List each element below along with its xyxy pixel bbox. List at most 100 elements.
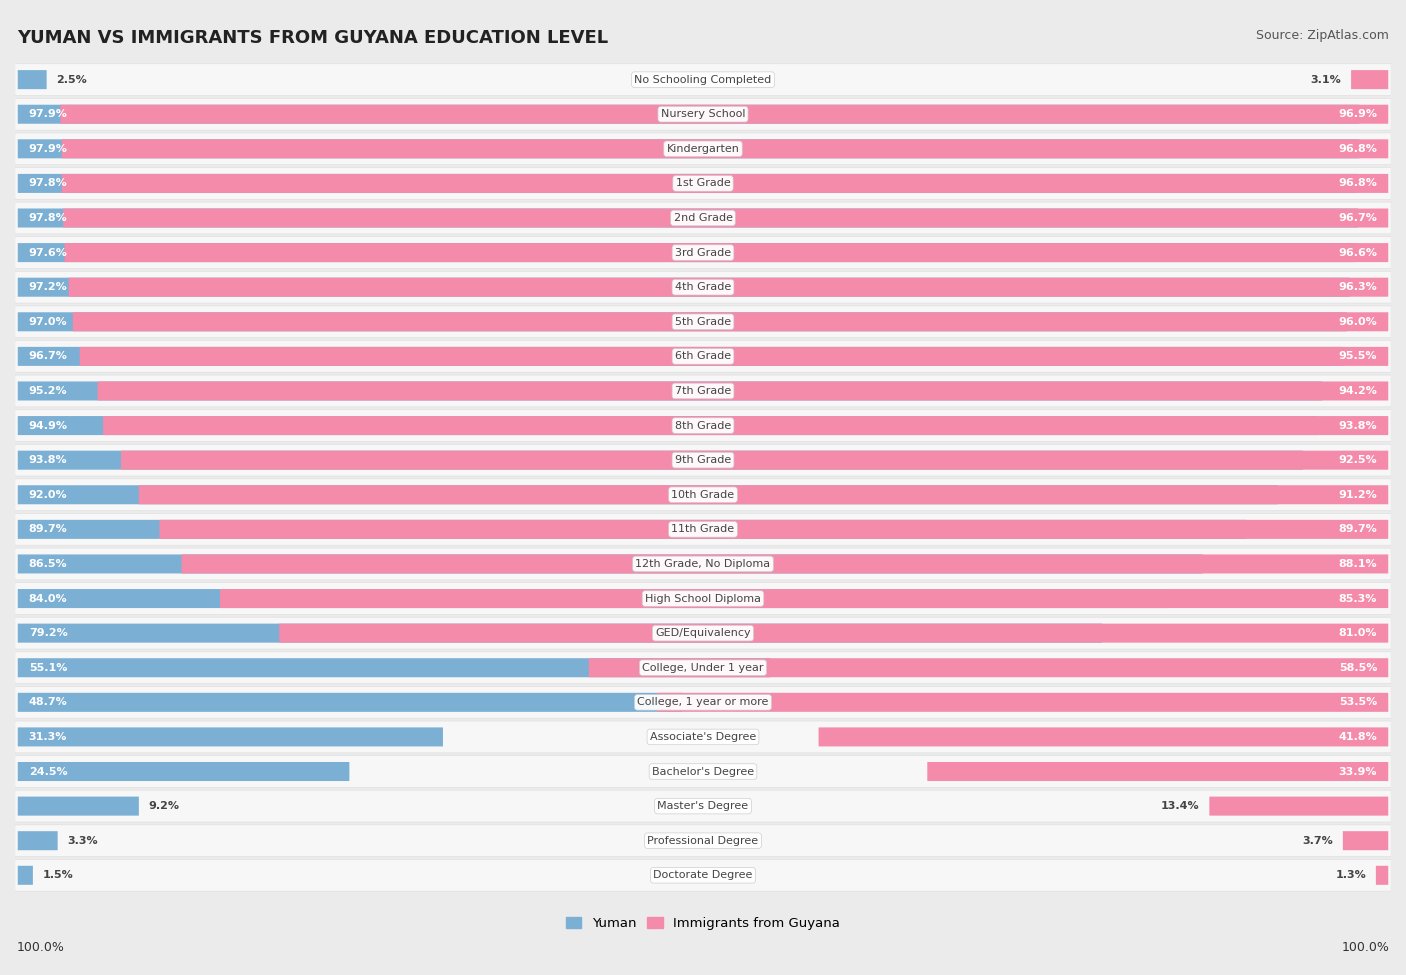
Text: 96.3%: 96.3% [1339,282,1378,292]
Text: 94.9%: 94.9% [28,420,67,431]
FancyBboxPatch shape [15,306,1391,337]
Text: 96.7%: 96.7% [1339,213,1378,223]
FancyBboxPatch shape [15,168,1391,199]
Text: 9.2%: 9.2% [149,801,180,811]
Text: 97.2%: 97.2% [28,282,67,292]
FancyBboxPatch shape [658,693,1388,712]
FancyBboxPatch shape [62,174,1388,193]
Text: 3.7%: 3.7% [1302,836,1333,845]
Text: 92.0%: 92.0% [28,489,67,500]
Text: Master's Degree: Master's Degree [658,801,748,811]
Text: 3.1%: 3.1% [1310,75,1341,85]
Text: 96.8%: 96.8% [1339,178,1378,188]
FancyBboxPatch shape [18,727,443,747]
FancyBboxPatch shape [18,209,1358,227]
FancyBboxPatch shape [15,340,1391,372]
FancyBboxPatch shape [18,589,1168,608]
Text: 96.7%: 96.7% [28,351,67,362]
FancyBboxPatch shape [18,762,349,781]
Text: 96.6%: 96.6% [1339,248,1378,257]
Text: 12th Grade, No Diploma: 12th Grade, No Diploma [636,559,770,569]
FancyBboxPatch shape [18,104,1360,124]
FancyBboxPatch shape [97,381,1388,401]
FancyBboxPatch shape [1376,866,1388,885]
Text: 96.8%: 96.8% [1339,144,1378,154]
FancyBboxPatch shape [1343,832,1388,850]
FancyBboxPatch shape [15,514,1391,545]
Text: Bachelor's Degree: Bachelor's Degree [652,766,754,776]
Text: 55.1%: 55.1% [28,663,67,673]
FancyBboxPatch shape [15,202,1391,234]
FancyBboxPatch shape [15,859,1391,891]
FancyBboxPatch shape [159,520,1388,539]
FancyBboxPatch shape [1209,797,1388,816]
Text: 9th Grade: 9th Grade [675,455,731,465]
Text: 1.3%: 1.3% [1336,871,1367,880]
FancyBboxPatch shape [18,486,1278,504]
FancyBboxPatch shape [15,133,1391,165]
FancyBboxPatch shape [219,589,1388,608]
FancyBboxPatch shape [15,63,1391,96]
Text: 8th Grade: 8th Grade [675,420,731,431]
Text: 93.8%: 93.8% [28,455,67,465]
Text: 85.3%: 85.3% [1339,594,1378,604]
Legend: Yuman, Immigrants from Guyana: Yuman, Immigrants from Guyana [561,912,845,935]
Text: 97.9%: 97.9% [28,144,67,154]
FancyBboxPatch shape [18,450,1303,470]
FancyBboxPatch shape [15,271,1391,303]
Text: 100.0%: 100.0% [17,941,65,954]
Text: 94.2%: 94.2% [1339,386,1378,396]
FancyBboxPatch shape [18,174,1358,193]
Text: 3rd Grade: 3rd Grade [675,248,731,257]
Text: 95.2%: 95.2% [28,386,67,396]
Text: High School Diploma: High School Diploma [645,594,761,604]
FancyBboxPatch shape [928,762,1388,781]
FancyBboxPatch shape [15,410,1391,442]
Text: 3.3%: 3.3% [67,836,98,845]
Text: 10th Grade: 10th Grade [672,489,734,500]
FancyBboxPatch shape [63,209,1388,227]
Text: Nursery School: Nursery School [661,109,745,119]
FancyBboxPatch shape [18,416,1317,435]
Text: 13.4%: 13.4% [1161,801,1199,811]
FancyBboxPatch shape [103,416,1388,435]
FancyBboxPatch shape [18,312,1347,332]
Text: Professional Degree: Professional Degree [647,836,759,845]
FancyBboxPatch shape [181,555,1388,573]
Text: 95.5%: 95.5% [1339,351,1378,362]
Text: 4th Grade: 4th Grade [675,282,731,292]
FancyBboxPatch shape [18,70,46,89]
Text: 88.1%: 88.1% [1339,559,1378,569]
Text: 1.5%: 1.5% [42,871,73,880]
Text: 41.8%: 41.8% [1339,732,1378,742]
FancyBboxPatch shape [69,278,1388,296]
Text: 79.2%: 79.2% [28,628,67,639]
Text: 92.5%: 92.5% [1339,455,1378,465]
Text: 91.2%: 91.2% [1339,489,1378,500]
FancyBboxPatch shape [15,445,1391,476]
Text: No Schooling Completed: No Schooling Completed [634,75,772,85]
FancyBboxPatch shape [18,624,1102,643]
FancyBboxPatch shape [121,450,1388,470]
Text: College, Under 1 year: College, Under 1 year [643,663,763,673]
Text: 7th Grade: 7th Grade [675,386,731,396]
Text: 97.8%: 97.8% [28,213,67,223]
Text: 89.7%: 89.7% [1339,525,1378,534]
Text: 24.5%: 24.5% [28,766,67,776]
Text: YUMAN VS IMMIGRANTS FROM GUYANA EDUCATION LEVEL: YUMAN VS IMMIGRANTS FROM GUYANA EDUCATIO… [17,29,607,47]
FancyBboxPatch shape [15,617,1391,649]
FancyBboxPatch shape [15,548,1391,580]
Text: 1st Grade: 1st Grade [676,178,730,188]
FancyBboxPatch shape [18,381,1322,401]
FancyBboxPatch shape [15,790,1391,822]
FancyBboxPatch shape [15,98,1391,130]
FancyBboxPatch shape [18,797,139,816]
FancyBboxPatch shape [18,139,1360,158]
FancyBboxPatch shape [15,756,1391,788]
Text: 84.0%: 84.0% [28,594,67,604]
FancyBboxPatch shape [62,139,1388,158]
FancyBboxPatch shape [18,658,770,678]
FancyBboxPatch shape [18,832,58,850]
Text: 5th Grade: 5th Grade [675,317,731,327]
FancyBboxPatch shape [18,520,1247,539]
